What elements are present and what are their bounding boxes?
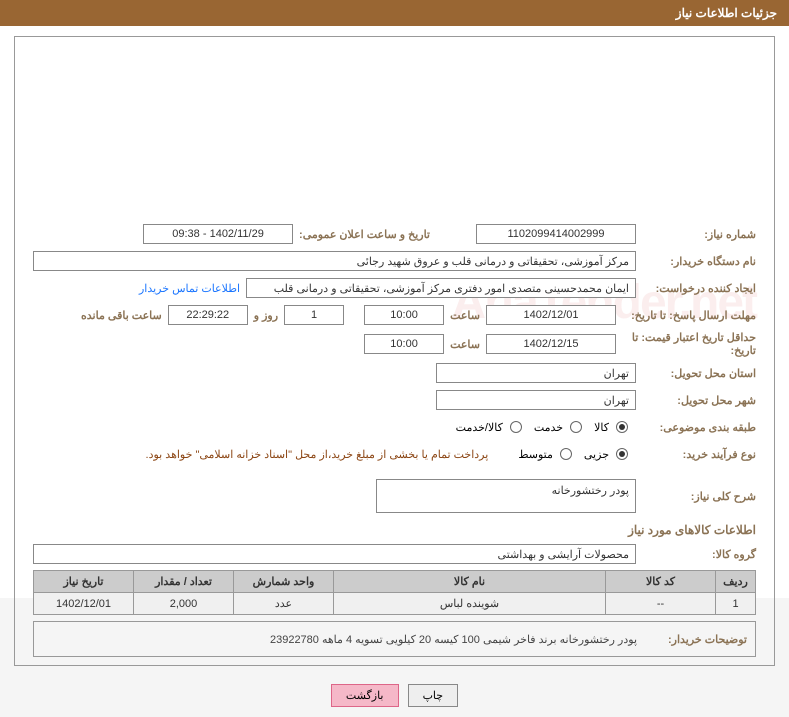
td-date: 1402/12/01	[34, 593, 134, 615]
form-content: AriaTender.net شماره نیاز: 1102099414002…	[14, 36, 775, 666]
price-validity-hour: 10:00	[364, 334, 444, 354]
row-goods-group: گروه کالا: محصولات آرایشی و بهداشتی	[33, 543, 756, 565]
days-remaining: 1	[284, 305, 344, 325]
process-radio-group: جزیی متوسط	[518, 448, 636, 461]
buyer-desc-label: توضیحات خریدار:	[637, 633, 747, 646]
row-delivery-city: شهر محل تحویل: تهران	[33, 389, 756, 411]
payment-note: پرداخت تمام یا بخشی از مبلغ خرید،از محل …	[146, 448, 489, 461]
buyer-org-value: مرکز آموزشی، تحقیقاتی و درمانی قلب و عرو…	[33, 251, 636, 271]
contact-buyer-link[interactable]: اطلاعات تماس خریدار	[139, 282, 246, 295]
td-row: 1	[716, 593, 756, 615]
radio-both-label: کالا/خدمت	[456, 421, 503, 434]
response-hour: 10:00	[364, 305, 444, 325]
radio-service[interactable]	[570, 421, 582, 433]
th-code: کد کالا	[606, 571, 716, 593]
process-type-label: نوع فرآیند خرید:	[636, 448, 756, 461]
announce-value: 1402/11/29 - 09:38	[143, 224, 293, 244]
category-radio-group: کالا خدمت کالا/خدمت	[456, 421, 636, 434]
day-and-label: روز و	[248, 309, 284, 322]
response-date: 1402/12/01	[486, 305, 616, 325]
row-delivery-province: استان محل تحویل: تهران	[33, 362, 756, 384]
td-name: شوینده لباس	[334, 593, 606, 615]
hour-label-2: ساعت	[444, 338, 486, 351]
print-button[interactable]: چاپ	[408, 684, 459, 707]
category-label: طبقه بندی موضوعی:	[636, 421, 756, 434]
countdown: 22:29:22	[168, 305, 248, 325]
goods-table: ردیف کد کالا نام کالا واحد شمارش تعداد /…	[33, 570, 756, 615]
table-header-row: ردیف کد کالا نام کالا واحد شمارش تعداد /…	[34, 571, 756, 593]
buyer-org-label: نام دستگاه خریدار:	[636, 255, 756, 268]
hour-label-1: ساعت	[444, 309, 486, 322]
goods-group-value: محصولات آرایشی و بهداشتی	[33, 544, 636, 564]
radio-goods[interactable]	[616, 421, 628, 433]
requester-label: ایجاد کننده درخواست:	[636, 282, 756, 295]
announce-label: تاریخ و ساعت اعلان عمومی:	[293, 228, 436, 241]
td-unit: عدد	[234, 593, 334, 615]
delivery-city-label: شهر محل تحویل:	[636, 394, 756, 407]
buyer-desc-text: پودر رختشورخانه برند فاخر شیمی 100 کیسه …	[42, 633, 637, 646]
remaining-label: ساعت باقی مانده	[75, 309, 168, 322]
goods-group-label: گروه کالا:	[636, 548, 756, 561]
th-date: تاریخ نیاز	[34, 571, 134, 593]
desc-value: پودر رختشورخانه	[376, 479, 636, 513]
row-requester: ایجاد کننده درخواست: ایمان محمدحسینی متص…	[33, 277, 756, 299]
td-qty: 2,000	[134, 593, 234, 615]
th-unit: واحد شمارش	[234, 571, 334, 593]
need-number-label: شماره نیاز:	[636, 228, 756, 241]
delivery-province-label: استان محل تحویل:	[636, 367, 756, 380]
panel-header: جزئیات اطلاعات نیاز	[0, 0, 789, 26]
radio-goods-label: کالا	[594, 421, 609, 434]
button-bar: چاپ بازگشت	[0, 674, 789, 717]
row-process-type: نوع فرآیند خرید: جزیی متوسط پرداخت تمام …	[33, 443, 756, 465]
radio-medium[interactable]	[560, 448, 572, 460]
price-validity-label: حداقل تاریخ اعتبار قیمت: تا تاریخ:	[616, 331, 756, 357]
row-description: شرح کلی نیاز: پودر رختشورخانه	[33, 479, 756, 513]
row-need-number: شماره نیاز: 1102099414002999 تاریخ و ساع…	[33, 223, 756, 245]
radio-both[interactable]	[510, 421, 522, 433]
table-row: 1 -- شوینده لباس عدد 2,000 1402/12/01	[34, 593, 756, 615]
th-qty: تعداد / مقدار	[134, 571, 234, 593]
requester-value: ایمان محمدحسینی متصدی امور دفتری مرکز آم…	[246, 278, 636, 298]
buyer-description-box: توضیحات خریدار: پودر رختشورخانه برند فاخ…	[33, 621, 756, 657]
radio-small-label: جزیی	[584, 448, 609, 461]
price-validity-date: 1402/12/15	[486, 334, 616, 354]
th-name: نام کالا	[334, 571, 606, 593]
radio-small[interactable]	[616, 448, 628, 460]
radio-service-label: خدمت	[534, 421, 563, 434]
need-number-value: 1102099414002999	[476, 224, 636, 244]
radio-medium-label: متوسط	[518, 448, 553, 461]
panel-title: جزئیات اطلاعات نیاز	[676, 6, 777, 20]
row-response-deadline: مهلت ارسال پاسخ: تا تاریخ: 1402/12/01 سا…	[33, 304, 756, 326]
desc-label: شرح کلی نیاز:	[636, 490, 756, 503]
row-category: طبقه بندی موضوعی: کالا خدمت کالا/خدمت	[33, 416, 756, 438]
back-button[interactable]: بازگشت	[331, 684, 399, 707]
row-buyer-org: نام دستگاه خریدار: مرکز آموزشی، تحقیقاتی…	[33, 250, 756, 272]
row-price-validity: حداقل تاریخ اعتبار قیمت: تا تاریخ: 1402/…	[33, 331, 756, 357]
delivery-province-value: تهران	[436, 363, 636, 383]
th-row: ردیف	[716, 571, 756, 593]
td-code: --	[606, 593, 716, 615]
goods-section-title: اطلاعات کالاهای مورد نیاز	[33, 523, 756, 537]
delivery-city-value: تهران	[436, 390, 636, 410]
response-deadline-label: مهلت ارسال پاسخ: تا تاریخ:	[616, 309, 756, 322]
